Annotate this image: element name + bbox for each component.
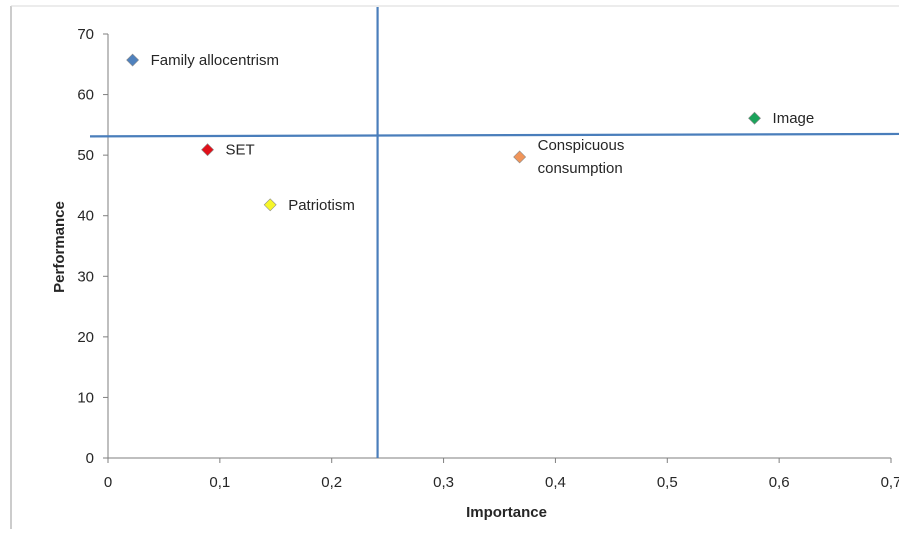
plot-area: 0 10 20 30 40 50 60 70 0 0,1 0,2 0,3 0,4 0,5 0,6 0,7 Imp…: [51, 7, 899, 521]
x-tick-label: 0,2: [321, 474, 342, 491]
data-point-image: [748, 111, 761, 125]
y-tick-label: 30: [77, 268, 94, 285]
y-tick-label: 10: [77, 389, 94, 406]
horizontal-reference-line: [89, 132, 899, 138]
y-tick-label: 50: [77, 147, 94, 164]
data-point-conspicuous-consumption: [513, 150, 527, 164]
y-tick-label: 40: [77, 208, 94, 225]
x-tick-label: 0,3: [433, 474, 454, 491]
x-tick-label: 0,7: [881, 474, 899, 491]
y-tick-label: 20: [77, 329, 94, 346]
x-tick-label: 0,1: [209, 474, 230, 491]
data-label-conspicuous-consumption-line2: consumption: [538, 160, 623, 177]
y-axis-title: Performance: [51, 201, 68, 293]
x-axis-title: Importance: [466, 504, 547, 521]
x-tick-label: 0,6: [769, 474, 790, 491]
y-tick-label: 60: [77, 87, 94, 104]
data-label-conspicuous-consumption-line1: Conspicuous: [538, 137, 625, 154]
y-tick-label: 0: [86, 450, 94, 467]
x-tick-label: 0: [104, 474, 112, 491]
data-point-family-allocentrism: [126, 53, 140, 67]
data-label-patriotism: Patriotism: [288, 197, 355, 214]
data-point-patriotism: [263, 198, 277, 212]
x-tick-label: 0,4: [545, 474, 566, 491]
y-tick-label: 70: [77, 26, 94, 43]
data-label-image: Image: [773, 110, 815, 127]
data-label-family-allocentrism: Family allocentrism: [151, 52, 279, 69]
x-tick-label: 0,5: [657, 474, 678, 491]
data-label-set: SET: [226, 142, 255, 159]
data-point-set: [201, 143, 214, 157]
